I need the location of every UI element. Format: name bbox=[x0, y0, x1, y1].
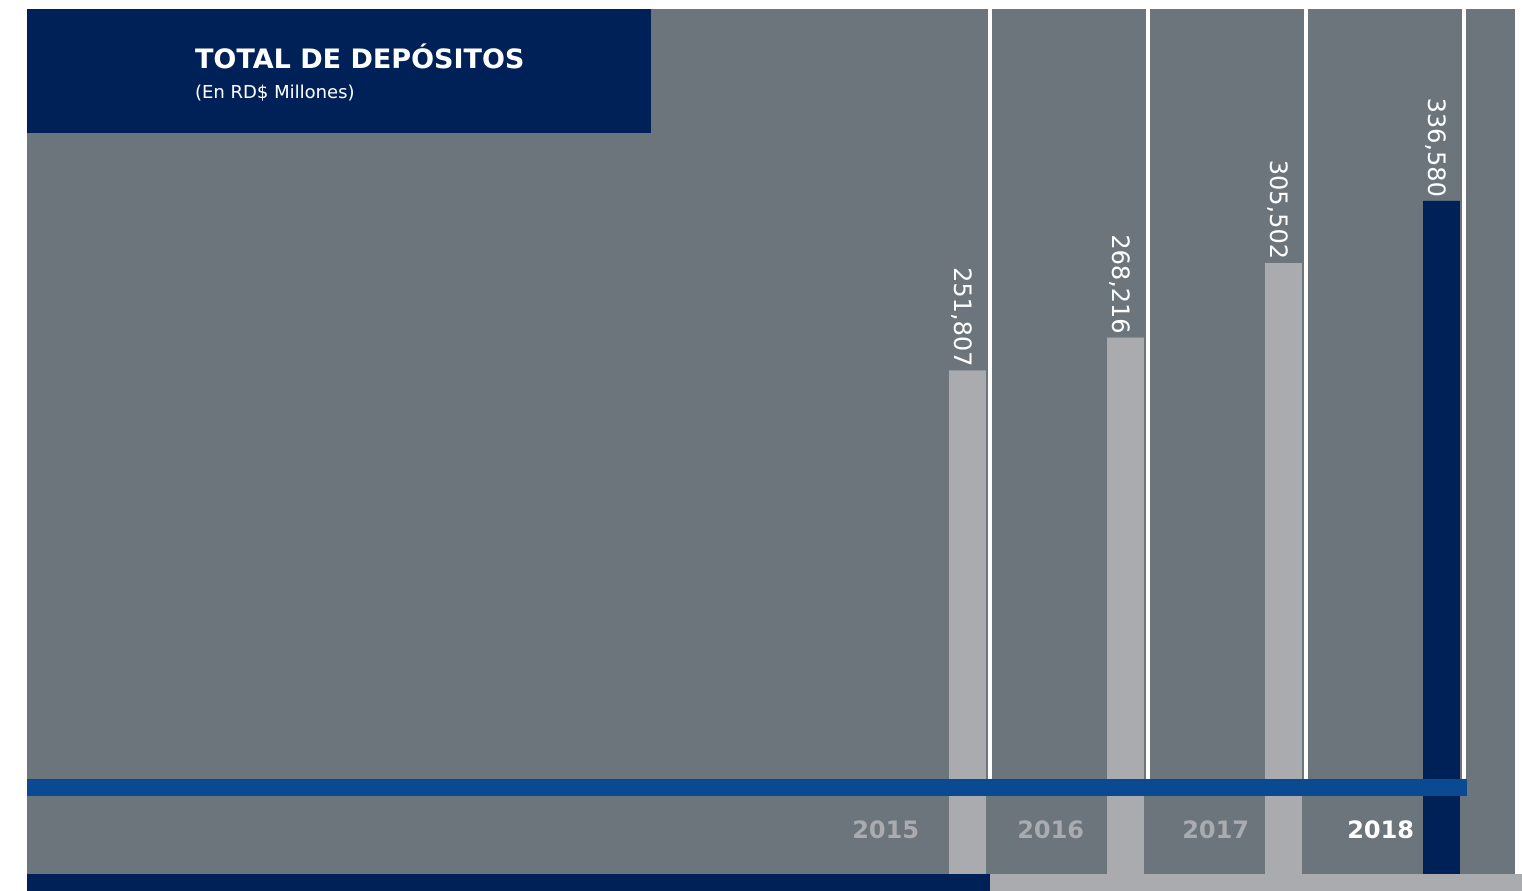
value-label: 336,580 bbox=[1422, 98, 1450, 197]
title-box bbox=[27, 9, 651, 133]
separator bbox=[1304, 9, 1308, 779]
separator bbox=[1462, 9, 1466, 779]
marks: 251,807 268,216 305,502 336,580 2015 2016 2017… bbox=[27, 9, 1467, 875]
bottom-strip bbox=[27, 874, 990, 891]
x-tick-label: 2018 bbox=[1347, 816, 1414, 844]
axis-band bbox=[27, 779, 1467, 796]
bar bbox=[949, 370, 986, 874]
value-label: 305,502 bbox=[1264, 160, 1292, 259]
chart-title: TOTAL DE DEPÓSITOS bbox=[195, 43, 524, 75]
x-tick-label: 2017 bbox=[1182, 816, 1249, 844]
bar bbox=[1423, 200, 1460, 875]
bar bbox=[1265, 262, 1302, 875]
x-tick-label: 2016 bbox=[1017, 816, 1084, 844]
separator bbox=[988, 9, 992, 779]
value-label: 251,807 bbox=[948, 267, 976, 366]
x-tick-label: 2015 bbox=[852, 816, 919, 844]
bottom-strip bbox=[990, 874, 1522, 891]
value-label: 268,216 bbox=[1106, 234, 1134, 333]
separator bbox=[1146, 9, 1150, 779]
chart-subtitle: (En RD$ Millones) bbox=[195, 82, 355, 103]
